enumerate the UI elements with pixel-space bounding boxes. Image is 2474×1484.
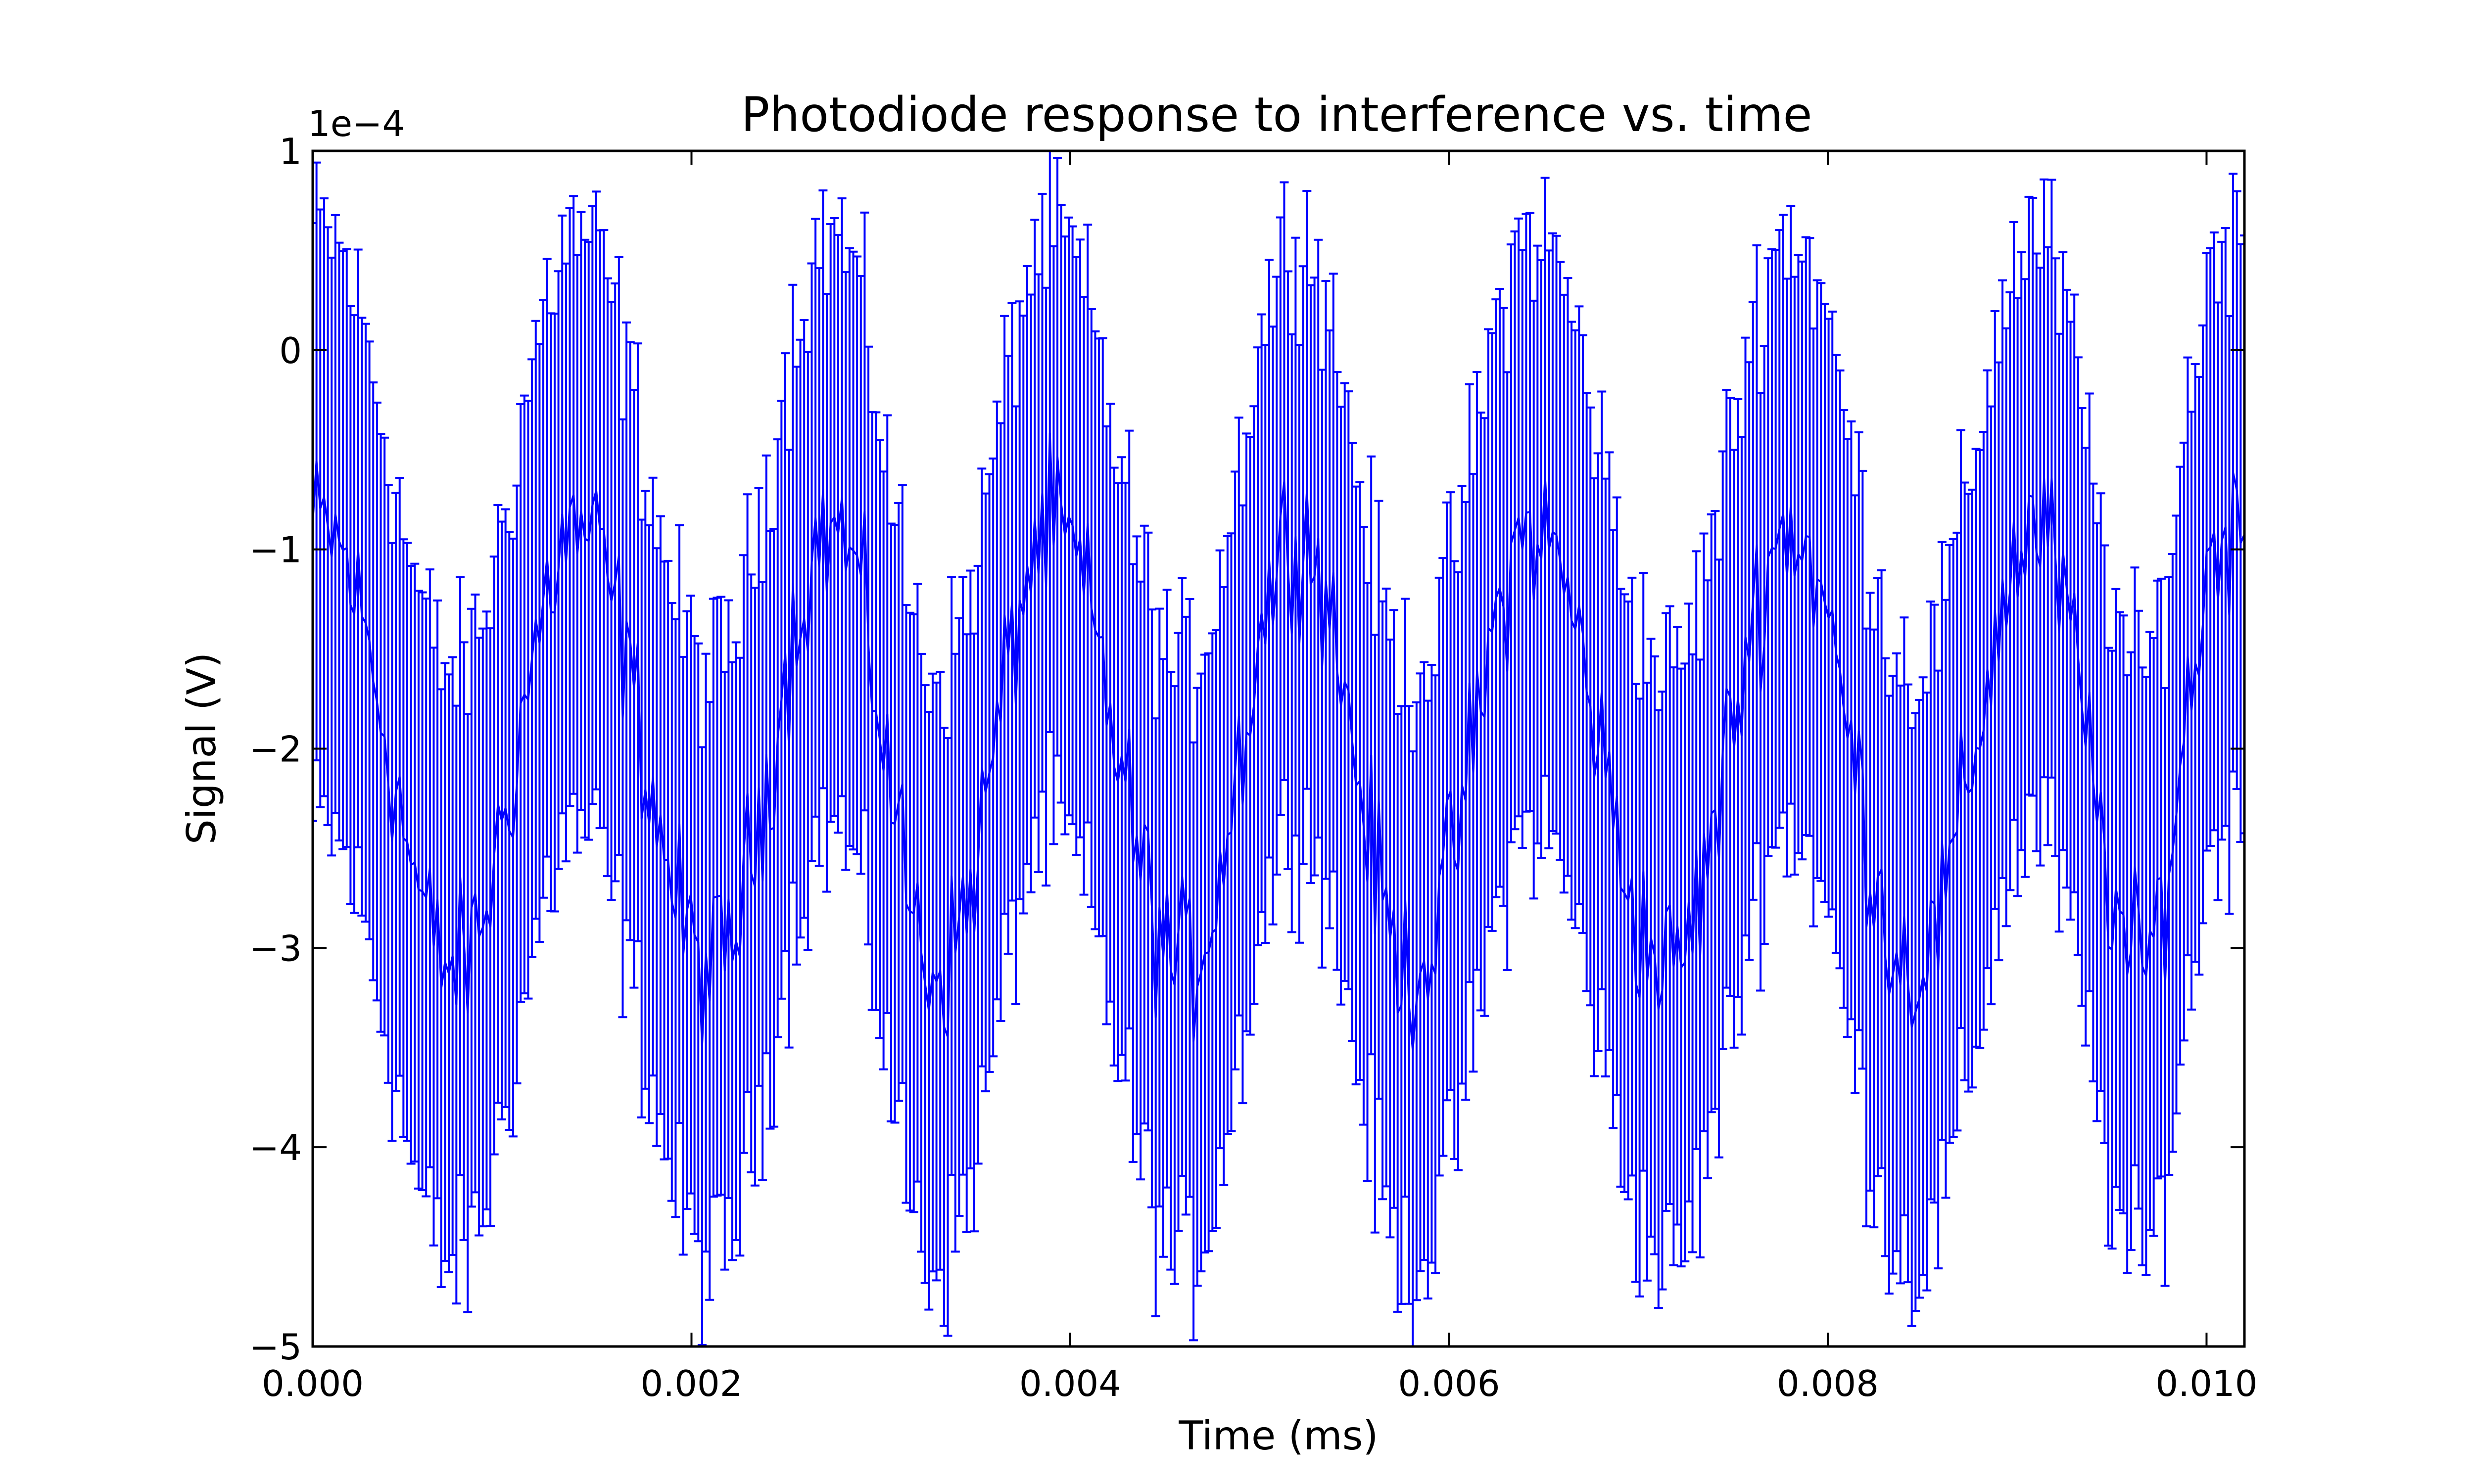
y-axis-label: Signal (V) (179, 652, 225, 844)
x-tick-label: 0.008 (1777, 1363, 1879, 1404)
y-tick-label: −1 (249, 529, 302, 571)
signal-line (313, 432, 2244, 1052)
x-axis-label: Time (ms) (1178, 1413, 1378, 1459)
y-tick-label: −5 (249, 1326, 302, 1368)
x-tick-label: 0.000 (262, 1363, 364, 1404)
series-layer (313, 151, 2244, 1346)
y-tick-label: 1 (279, 131, 302, 172)
x-tick-label: 0.002 (640, 1363, 742, 1404)
y-tick-label: −4 (249, 1127, 302, 1168)
x-axis: 0.000 0.002 0.004 0.006 0.008 0.010 (262, 151, 2258, 1404)
plot-area (311, 149, 2246, 1348)
y-tick-label: 0 (279, 330, 302, 371)
y-axis: −5 −4 −3 −2 −1 0 1 (249, 131, 2244, 1368)
y-tick-label: −3 (249, 928, 302, 969)
y-tick-label: −2 (249, 729, 302, 770)
x-tick-label: 0.010 (2155, 1363, 2257, 1404)
chart-title: Photodiode response to interference vs. … (741, 87, 1812, 142)
y-offset-label: 1e−4 (308, 103, 405, 144)
x-tick-label: 0.006 (1398, 1363, 1500, 1404)
x-tick-label: 0.004 (1019, 1363, 1121, 1404)
